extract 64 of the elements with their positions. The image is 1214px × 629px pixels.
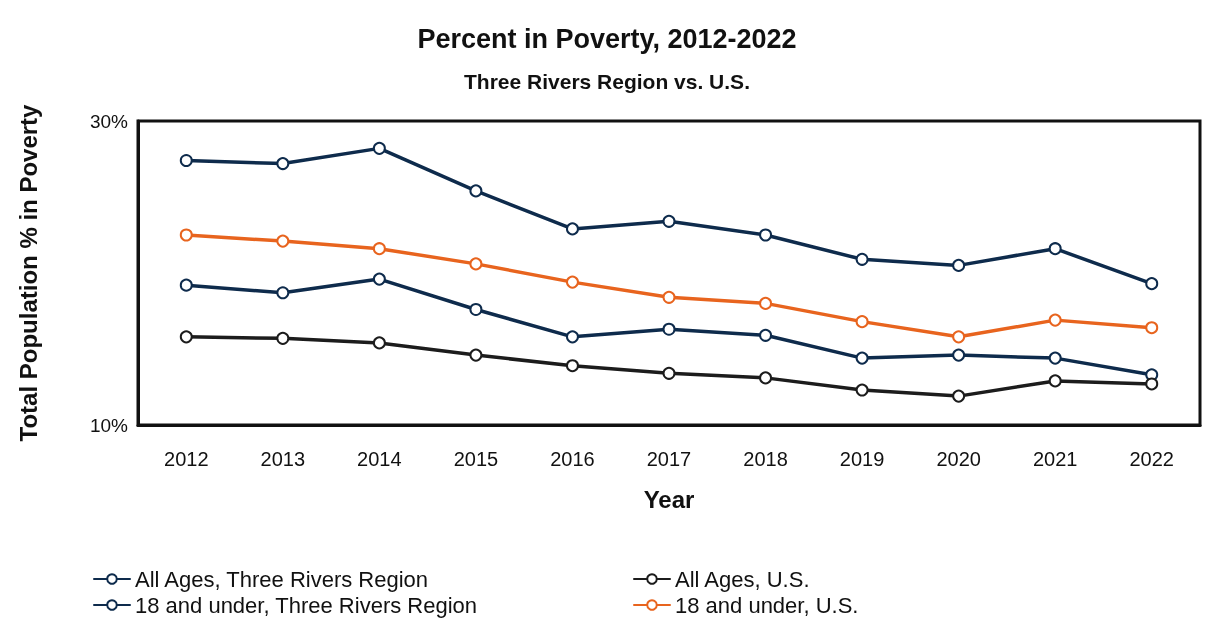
chart-title: Percent in Poverty, 2012-2022 — [417, 23, 797, 54]
x-tick-label: 2012 — [164, 448, 209, 470]
point — [372, 242, 386, 256]
point — [179, 330, 193, 344]
point — [372, 141, 386, 155]
point — [372, 336, 386, 350]
x-tick-label: 2020 — [936, 448, 981, 470]
point — [565, 359, 579, 373]
point — [1048, 313, 1062, 327]
point — [276, 234, 290, 248]
point — [276, 331, 290, 345]
point — [469, 184, 483, 198]
chart-subtitle: Three Rivers Region vs. U.S. — [464, 70, 750, 93]
point — [1145, 377, 1159, 391]
x-tick-label: 2019 — [839, 448, 885, 470]
x-tick-label: 2015 — [453, 448, 499, 470]
point — [179, 278, 193, 292]
x-tick-label: 2014 — [357, 448, 402, 470]
point — [662, 290, 676, 304]
point — [855, 351, 869, 365]
x-axis-title: Year — [643, 485, 695, 513]
point — [469, 348, 483, 362]
point — [952, 348, 966, 362]
point — [565, 222, 579, 236]
point — [952, 258, 966, 272]
point — [759, 228, 773, 242]
point — [469, 257, 483, 271]
point — [662, 366, 676, 380]
legend-label: All Ages, Three Rivers Region — [135, 566, 429, 592]
legend-label: All Ages, U.S. — [675, 566, 810, 592]
x-tick-label: 2013 — [260, 448, 306, 470]
point — [759, 371, 773, 385]
point — [952, 330, 966, 344]
point — [759, 328, 773, 342]
point — [952, 389, 966, 403]
x-tick-label: 2017 — [646, 448, 692, 470]
point — [1145, 321, 1159, 335]
point — [565, 330, 579, 344]
x-tick-label: 2022 — [1129, 448, 1174, 470]
x-tick-label: 2016 — [550, 448, 595, 470]
point — [662, 214, 676, 228]
point — [855, 383, 869, 397]
legend-label: 18 and under, U.S. — [675, 592, 859, 618]
point — [1048, 351, 1062, 365]
point — [662, 322, 676, 336]
point — [565, 275, 579, 289]
point — [276, 157, 290, 171]
point — [759, 296, 773, 310]
legend-label: 18 and under, Three Rivers Region — [135, 592, 478, 618]
point — [855, 315, 869, 329]
x-tick-label: 2021 — [1032, 448, 1078, 470]
y-tick-label: 30% — [89, 110, 129, 132]
point — [469, 302, 483, 316]
y-axis-title: Total Population % in Poverty — [14, 103, 42, 442]
point — [1145, 277, 1159, 291]
point — [179, 154, 193, 168]
point — [855, 252, 869, 266]
y-tick-label: 10% — [89, 414, 129, 436]
point — [1048, 242, 1062, 256]
point — [276, 286, 290, 300]
point — [1048, 374, 1062, 388]
point — [179, 228, 193, 242]
point — [372, 272, 386, 286]
x-tick-label: 2018 — [743, 448, 788, 470]
